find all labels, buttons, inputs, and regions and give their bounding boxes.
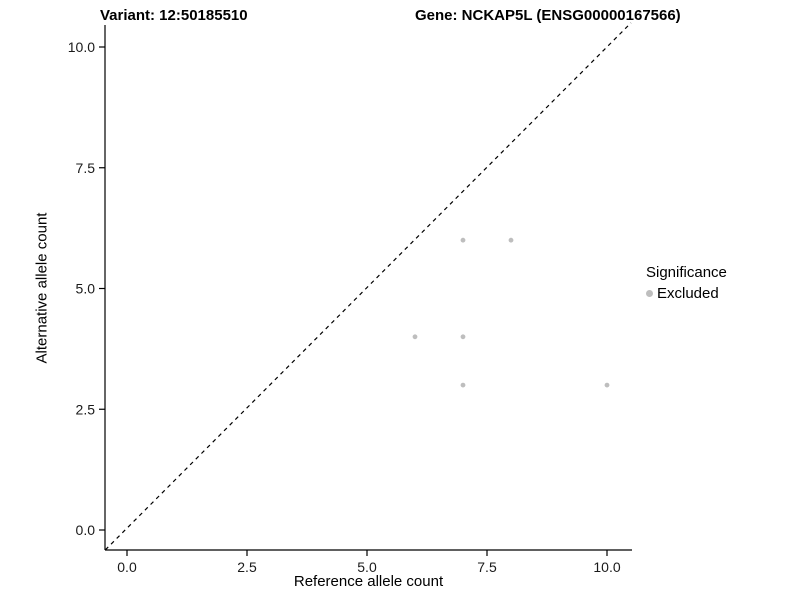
data-point — [460, 334, 466, 340]
y-tick-label: 0.0 — [76, 522, 96, 538]
variant-title: Variant: 12:50185510 — [100, 7, 248, 24]
data-point — [460, 382, 466, 388]
x-tick-label: 0.0 — [117, 559, 137, 575]
excluded-point-icon — [646, 290, 653, 297]
identity-line — [104, 22, 632, 551]
x-tick-label: 7.5 — [477, 559, 497, 575]
y-tick-label: 10.0 — [68, 39, 95, 55]
data-point — [460, 237, 466, 243]
legend-title: Significance — [646, 264, 727, 281]
y-tick-label: 5.0 — [76, 281, 96, 297]
legend: Significance Excluded — [646, 264, 727, 302]
gene-title: Gene: NCKAP5L (ENSG00000167566) — [415, 7, 681, 24]
y-axis-label: Alternative allele count — [33, 212, 51, 364]
data-point — [508, 237, 514, 243]
x-tick-label: 10.0 — [593, 559, 620, 575]
legend-entry-excluded: Excluded — [646, 285, 727, 302]
y-tick-label: 7.5 — [76, 160, 96, 176]
x-tick-label: 5.0 — [357, 559, 377, 575]
data-point — [412, 334, 418, 340]
y-tick-label: 2.5 — [76, 401, 96, 417]
data-point — [604, 382, 610, 388]
x-axis-label: Reference allele count — [293, 573, 444, 590]
x-tick-label: 2.5 — [237, 559, 257, 575]
legend-entry-label: Excluded — [657, 285, 719, 302]
